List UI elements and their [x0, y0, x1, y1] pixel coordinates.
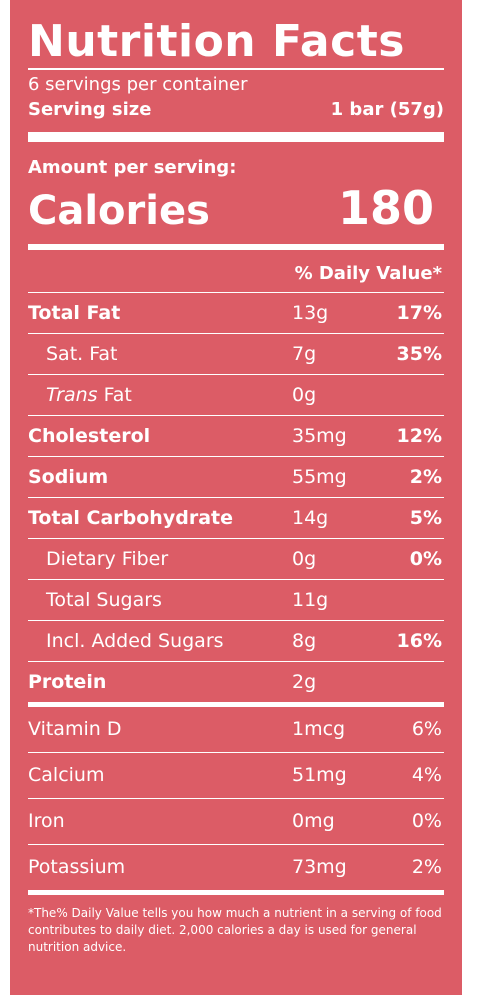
nutrient-name: Total Carbohydrate: [28, 507, 233, 529]
nutrition-facts-panel: Nutrition Facts 6 servings per container…: [10, 0, 462, 995]
serving-size-label: Serving size: [28, 99, 152, 120]
nutrient-amount: 0g: [292, 548, 317, 570]
daily-value-footnote: *The% Daily Value tells you how much a n…: [28, 906, 442, 954]
vitamin-dv: 6%: [411, 718, 442, 740]
nutrient-dv: 0%: [409, 548, 442, 570]
vitamin-name: Potassium: [28, 856, 126, 878]
nutrient-name: Cholesterol: [28, 425, 151, 447]
nutrient-name: Total Sugars: [46, 589, 162, 611]
title-divider: [28, 68, 444, 70]
vitamin-amount: 1mcg: [292, 718, 346, 740]
nutrient-row-total-carbohydrate: Total Carbohydrate 14g 5%: [28, 497, 444, 538]
nutrient-name-italic: Trans: [46, 384, 98, 406]
vitamin-name: Vitamin D: [28, 718, 122, 740]
nutrient-amount: 13g: [292, 302, 329, 324]
nutrient-amount: 35mg: [292, 425, 347, 447]
serving-divider: [28, 132, 444, 142]
serving-size-value: 1 bar (57g): [330, 99, 444, 120]
nutrient-amount: 8g: [292, 630, 317, 652]
nutrient-dv: 35%: [396, 343, 442, 365]
footnote-divider: [28, 890, 444, 895]
servings-per-container: 6 servings per container: [28, 74, 248, 95]
nutrient-amount: 14g: [292, 507, 329, 529]
nutrient-row-added-sugars: Incl. Added Sugars 8g 16%: [28, 620, 444, 661]
calories-value: 180: [337, 181, 434, 235]
vitamin-row-calcium: Calcium 51mg 4%: [28, 752, 444, 798]
vitamin-row-potassium: Potassium 73mg 2%: [28, 844, 444, 890]
nutrient-name: Sat. Fat: [46, 343, 118, 365]
nutrient-row-total-sugars: Total Sugars 11g: [28, 579, 444, 620]
nutrient-dv: 12%: [396, 425, 442, 447]
nutrient-name: Sodium: [28, 466, 109, 488]
vitamin-name: Calcium: [28, 764, 105, 786]
nutrient-name: Total Fat: [28, 302, 121, 324]
vitamin-dv: 4%: [411, 764, 442, 786]
label-title: Nutrition Facts: [28, 16, 405, 67]
nutrient-dv: 5%: [409, 507, 442, 529]
nutrient-name: Incl. Added Sugars: [46, 630, 224, 652]
vitamin-dv: 2%: [411, 856, 442, 878]
nutrient-row-dietary-fiber: Dietary Fiber 0g 0%: [28, 538, 444, 579]
nutrient-row-sodium: Sodium 55mg 2%: [28, 456, 444, 497]
amount-per-serving: Amount per serving:: [28, 157, 237, 178]
daily-value-header: % Daily Value*: [294, 263, 442, 284]
vitamin-amount: 0mg: [292, 810, 335, 832]
nutrient-amount: 55mg: [292, 466, 347, 488]
nutrient-amount: 2g: [292, 671, 317, 693]
nutrient-dv: 17%: [396, 302, 442, 324]
nutrient-row-sat-fat: Sat. Fat 7g 35%: [28, 333, 444, 374]
nutrient-name: Trans Fat: [46, 375, 132, 415]
nutrient-dv: 16%: [396, 630, 442, 652]
nutrient-name: Protein: [28, 671, 107, 693]
vitamin-row-iron: Iron 0mg 0%: [28, 798, 444, 844]
calories-label: Calories: [28, 188, 210, 234]
nutrient-amount: 0g: [292, 384, 317, 406]
vitamin-amount: 51mg: [292, 764, 347, 786]
nutrient-name: Dietary Fiber: [46, 548, 169, 570]
calories-divider: [28, 244, 444, 250]
vitamin-row-vitamin-d: Vitamin D 1mcg 6%: [28, 702, 444, 752]
vitamin-name: Iron: [28, 810, 65, 832]
nutrient-dv: 2%: [409, 466, 442, 488]
nutrient-row-protein: Protein 2g: [28, 661, 444, 702]
vitamin-dv: 0%: [411, 810, 442, 832]
nutrient-row-cholesterol: Cholesterol 35mg 12%: [28, 415, 444, 456]
serving-size-row: Serving size 1 bar (57g): [28, 98, 444, 122]
vitamin-amount: 73mg: [292, 856, 347, 878]
nutrient-row-total-fat: Total Fat 13g 17%: [28, 292, 444, 333]
nutrient-amount: 7g: [292, 343, 317, 365]
nutrient-amount: 11g: [292, 589, 329, 611]
calories-row: Calories 180: [28, 180, 444, 236]
nutrient-row-trans-fat: Trans Fat 0g: [28, 374, 444, 415]
nutrient-name-rest: Fat: [97, 384, 132, 406]
